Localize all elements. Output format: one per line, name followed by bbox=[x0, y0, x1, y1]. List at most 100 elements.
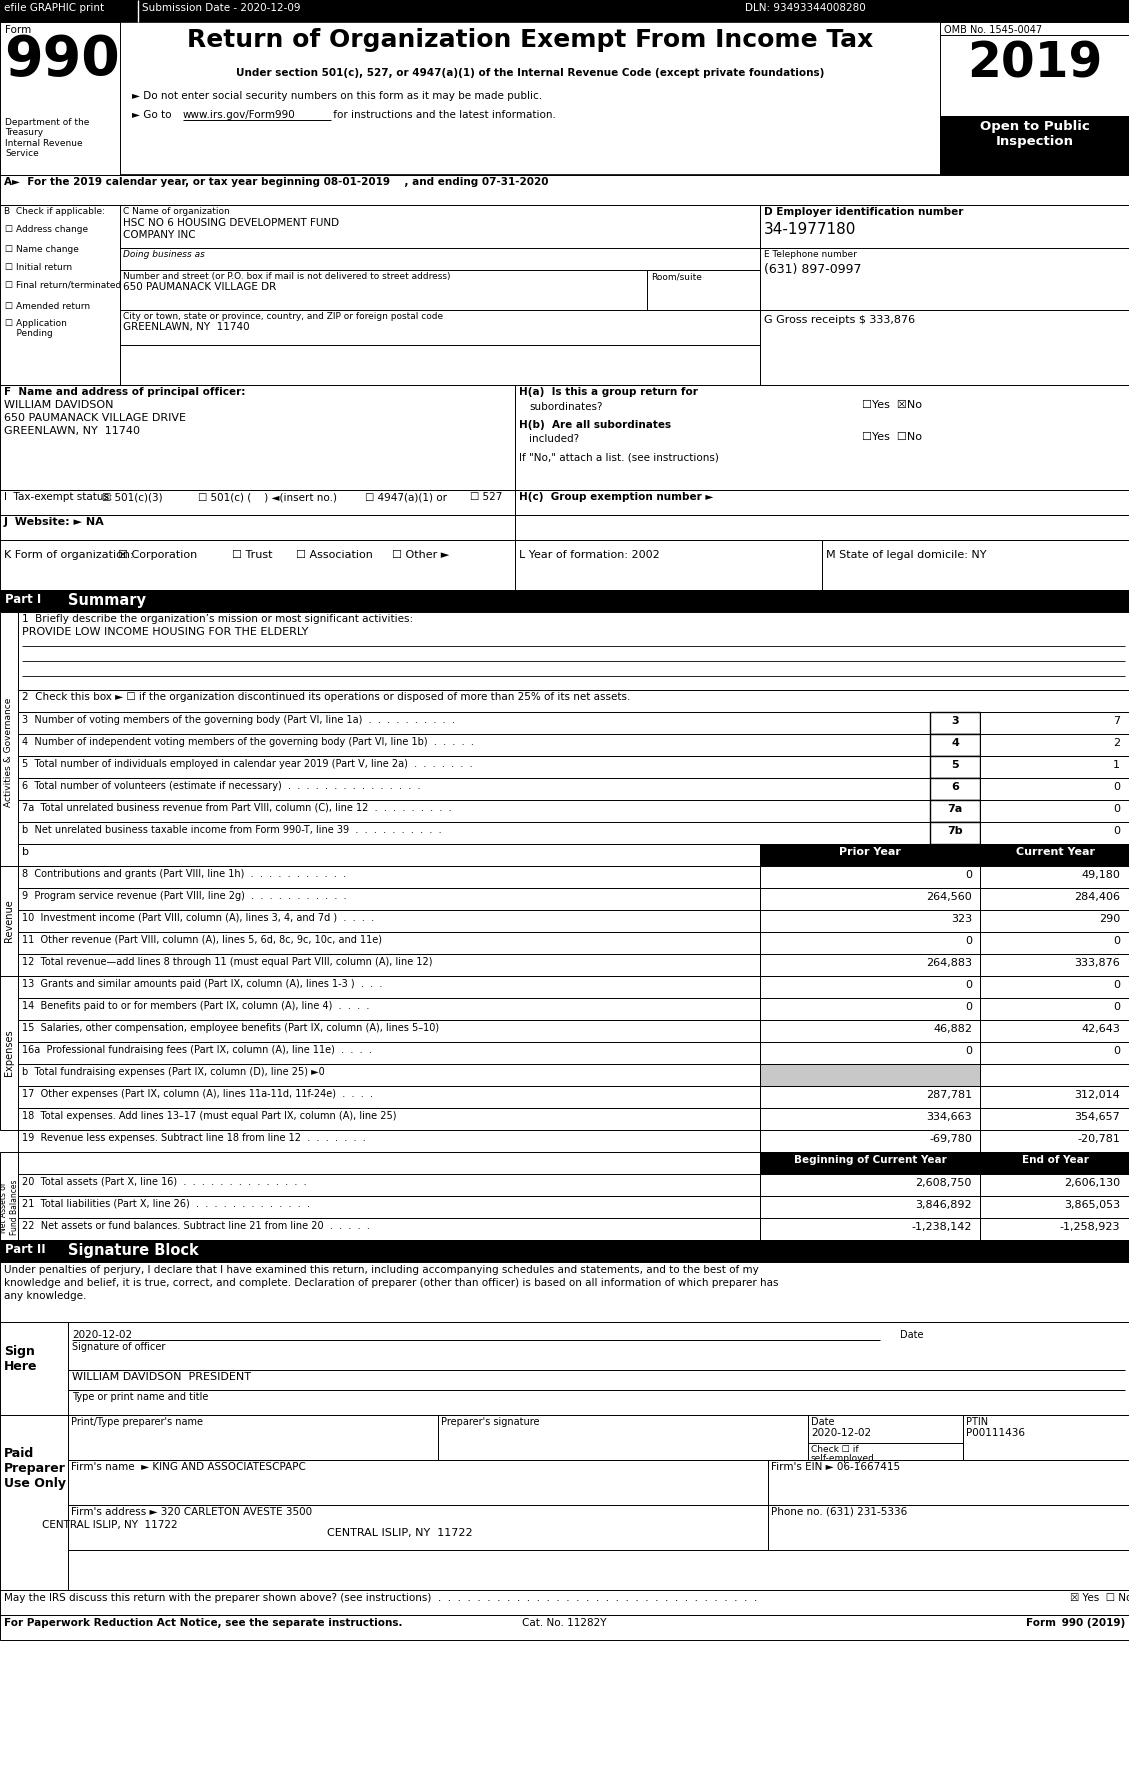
Bar bbox=[18, 1109, 760, 1130]
Text: ► Go to: ► Go to bbox=[132, 109, 175, 120]
Text: 7a  Total unrelated business revenue from Part VIII, column (C), line 12  .  .  : 7a Total unrelated business revenue from… bbox=[21, 802, 452, 813]
Text: 0: 0 bbox=[1113, 1001, 1120, 1012]
Bar bbox=[0, 516, 760, 541]
Bar bbox=[18, 713, 930, 734]
Text: Revenue: Revenue bbox=[5, 899, 14, 942]
Bar bbox=[760, 1042, 980, 1064]
Text: 354,657: 354,657 bbox=[1075, 1112, 1120, 1121]
Text: 0: 0 bbox=[1113, 937, 1120, 946]
Text: Sign
Here: Sign Here bbox=[5, 1345, 37, 1374]
Text: Signature of officer: Signature of officer bbox=[72, 1341, 165, 1352]
Bar bbox=[0, 1615, 1129, 1641]
Bar bbox=[980, 777, 1129, 801]
Text: 17  Other expenses (Part IX, column (A), lines 11a-11d, 11f-24e)  .  .  .  .: 17 Other expenses (Part IX, column (A), … bbox=[21, 1089, 373, 1100]
Bar bbox=[760, 1173, 980, 1196]
Text: End of Year: End of Year bbox=[1022, 1155, 1088, 1164]
Text: CENTRAL ISLIP, NY  11722: CENTRAL ISLIP, NY 11722 bbox=[0, 1521, 177, 1530]
Bar bbox=[940, 21, 1129, 176]
Text: 284,406: 284,406 bbox=[1074, 892, 1120, 903]
Text: J  Website: ► NA: J Website: ► NA bbox=[5, 518, 105, 527]
Text: 0: 0 bbox=[965, 937, 972, 946]
Bar bbox=[940, 116, 1129, 176]
Text: 22  Net assets or fund balances. Subtract line 21 from line 20  .  .  .  .  .: 22 Net assets or fund balances. Subtract… bbox=[21, 1221, 370, 1230]
Text: b  Net unrelated business taxable income from Form 990-T, line 39  .  .  .  .  .: b Net unrelated business taxable income … bbox=[21, 826, 441, 835]
Text: included?: included? bbox=[530, 433, 579, 444]
Text: 34-1977180: 34-1977180 bbox=[764, 222, 857, 236]
Text: 333,876: 333,876 bbox=[1075, 958, 1120, 967]
Bar bbox=[980, 888, 1129, 910]
Text: Phone no. (631) 231-5336: Phone no. (631) 231-5336 bbox=[771, 1506, 908, 1517]
Bar bbox=[822, 541, 1129, 589]
Text: If "No," attach a list. (see instructions): If "No," attach a list. (see instruction… bbox=[519, 453, 719, 464]
Bar bbox=[980, 1173, 1129, 1196]
Text: 2020-12-02: 2020-12-02 bbox=[72, 1331, 132, 1340]
Bar bbox=[18, 1130, 760, 1152]
Bar bbox=[18, 1064, 760, 1085]
Bar bbox=[760, 976, 980, 998]
Bar bbox=[0, 541, 760, 589]
Text: 334,663: 334,663 bbox=[927, 1112, 972, 1121]
Text: 6  Total number of volunteers (estimate if necessary)  .  .  .  .  .  .  .  .  .: 6 Total number of volunteers (estimate i… bbox=[21, 781, 420, 792]
Text: I  Tax-exempt status:: I Tax-exempt status: bbox=[5, 493, 113, 501]
Bar bbox=[438, 1415, 808, 1460]
Text: for instructions and the latest information.: for instructions and the latest informat… bbox=[330, 109, 555, 120]
Bar bbox=[760, 931, 980, 955]
Bar bbox=[768, 1504, 1129, 1549]
Text: F  Name and address of principal officer:: F Name and address of principal officer: bbox=[5, 387, 245, 398]
Text: 11  Other revenue (Part VIII, column (A), lines 5, 6d, 8c, 9c, 10c, and 11e): 11 Other revenue (Part VIII, column (A),… bbox=[21, 935, 382, 946]
Text: 3: 3 bbox=[952, 716, 959, 725]
Text: -20,781: -20,781 bbox=[1077, 1134, 1120, 1144]
Bar bbox=[515, 385, 1129, 491]
Text: 290: 290 bbox=[1099, 913, 1120, 924]
Text: OMB No. 1545-0047: OMB No. 1545-0047 bbox=[944, 25, 1042, 36]
Bar bbox=[760, 204, 1129, 385]
Bar bbox=[760, 844, 980, 867]
Bar bbox=[68, 1415, 438, 1460]
Text: Preparer's signature: Preparer's signature bbox=[441, 1417, 540, 1427]
Bar bbox=[0, 1152, 18, 1263]
Bar bbox=[0, 204, 1129, 385]
Text: knowledge and belief, it is true, correct, and complete. Declaration of preparer: knowledge and belief, it is true, correc… bbox=[5, 1279, 779, 1288]
Text: ☐ Address change: ☐ Address change bbox=[5, 226, 88, 235]
Bar bbox=[68, 1460, 768, 1504]
Text: Form: Form bbox=[5, 25, 32, 36]
Text: ☐ Final return/terminated: ☐ Final return/terminated bbox=[5, 279, 121, 288]
Text: ☐ 527: ☐ 527 bbox=[470, 493, 502, 501]
Text: 0: 0 bbox=[1113, 783, 1120, 792]
Bar bbox=[515, 541, 822, 589]
Text: Part I: Part I bbox=[5, 593, 42, 605]
Bar bbox=[930, 756, 980, 777]
Text: ► Do not enter social security numbers on this form as it may be made public.: ► Do not enter social security numbers o… bbox=[132, 91, 542, 100]
Text: Under penalties of perjury, I declare that I have examined this return, includin: Under penalties of perjury, I declare th… bbox=[5, 1264, 759, 1275]
Bar bbox=[760, 1218, 980, 1239]
Text: 46,882: 46,882 bbox=[933, 1024, 972, 1033]
Bar bbox=[930, 801, 980, 822]
Text: 9  Program service revenue (Part VIII, line 2g)  .  .  .  .  .  .  .  .  .  .  .: 9 Program service revenue (Part VIII, li… bbox=[21, 890, 347, 901]
Text: Paid
Preparer
Use Only: Paid Preparer Use Only bbox=[5, 1447, 65, 1490]
Text: 0: 0 bbox=[1113, 804, 1120, 813]
Bar bbox=[0, 385, 515, 491]
Text: 19  Revenue less expenses. Subtract line 18 from line 12  .  .  .  .  .  .  .: 19 Revenue less expenses. Subtract line … bbox=[21, 1134, 366, 1143]
Bar bbox=[930, 713, 980, 734]
Bar bbox=[0, 867, 18, 976]
Text: ☒ 501(c)(3): ☒ 501(c)(3) bbox=[102, 493, 163, 501]
Bar bbox=[0, 589, 1129, 613]
Bar bbox=[0, 976, 18, 1130]
Bar bbox=[18, 867, 760, 888]
Text: 323: 323 bbox=[951, 913, 972, 924]
Text: COMPANY INC: COMPANY INC bbox=[123, 229, 195, 240]
Bar bbox=[980, 1196, 1129, 1218]
Text: 264,560: 264,560 bbox=[926, 892, 972, 903]
Text: ☐ Trust: ☐ Trust bbox=[231, 550, 272, 561]
Bar bbox=[963, 1415, 1129, 1460]
Bar bbox=[980, 822, 1129, 844]
Text: Signature Block: Signature Block bbox=[68, 1243, 199, 1257]
Text: Print/Type preparer's name: Print/Type preparer's name bbox=[71, 1417, 203, 1427]
Text: A►  For the 2019 calendar year, or tax year beginning 08-01-2019    , and ending: A► For the 2019 calendar year, or tax ye… bbox=[5, 177, 549, 186]
Bar bbox=[0, 21, 1129, 176]
Text: PROVIDE LOW INCOME HOUSING FOR THE ELDERLY: PROVIDE LOW INCOME HOUSING FOR THE ELDER… bbox=[21, 627, 308, 638]
Bar bbox=[18, 1021, 760, 1042]
Bar bbox=[980, 976, 1129, 998]
Bar bbox=[18, 1218, 760, 1239]
Text: 42,643: 42,643 bbox=[1082, 1024, 1120, 1033]
